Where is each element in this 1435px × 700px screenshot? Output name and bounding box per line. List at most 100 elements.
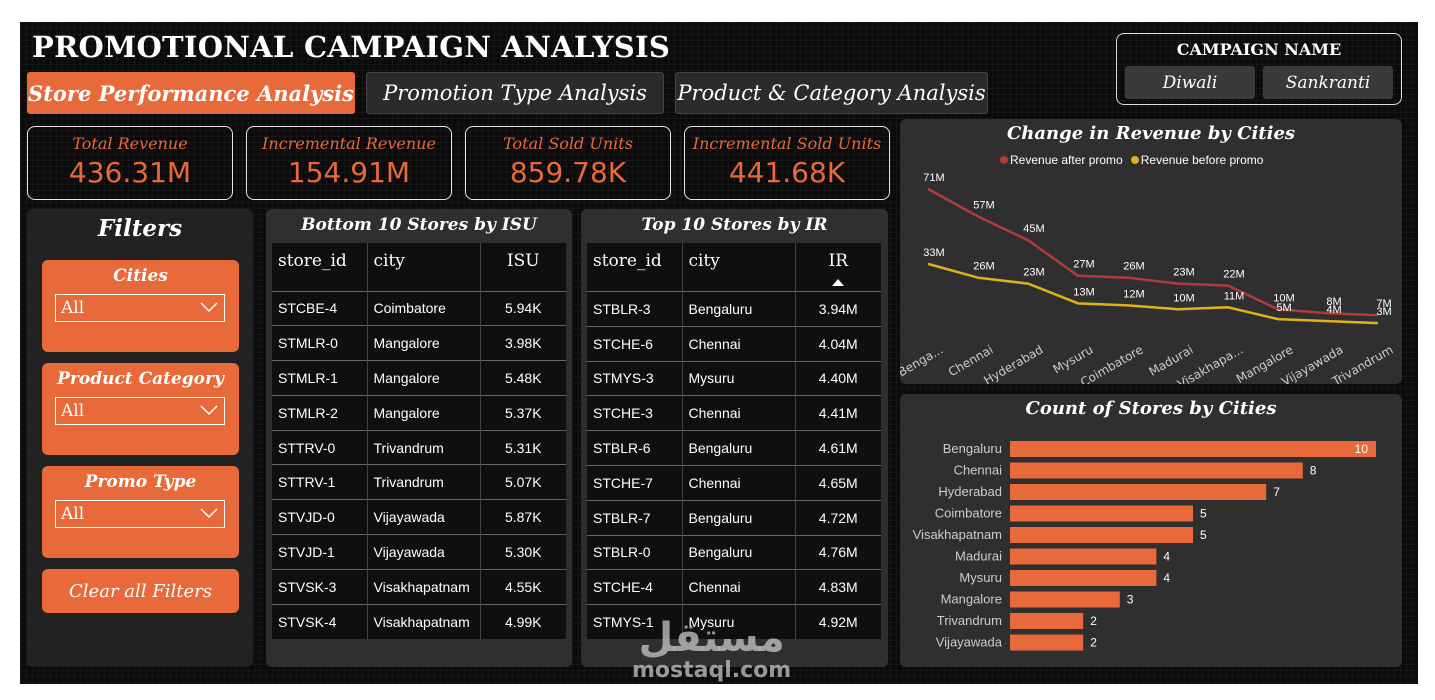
bar [1010,591,1120,608]
store-id-cell: STVJD-1 [272,534,368,570]
table-row[interactable]: STMLR-0 Mangalore 3.98K [272,325,566,361]
table-row[interactable]: STBLR-0 Bengaluru 4.76M [587,534,881,570]
store-id-cell: STTRV-1 [272,464,368,500]
chart-title: Change in Revenue by Cities [1006,123,1296,144]
bar [1010,548,1157,565]
store-id-cell: STTRV-0 [272,429,368,465]
store-id-cell: STBLR-6 [587,430,683,466]
legend-dot-icon [1130,156,1139,164]
column-header-ir[interactable]: IR [795,243,881,292]
table-row[interactable]: STBLR-3 Bengaluru 3.94M [587,291,881,327]
bar-value-label: 10 [1355,442,1369,456]
table-row[interactable]: STCHE-7 Chennai 4.65M [587,464,881,501]
y-tick-label: Bengaluru [943,441,1002,456]
legend-label: Revenue before promo [1140,153,1264,167]
series-line-1 [927,262,1379,325]
x-tick-label: Benga... [900,342,946,379]
kpi-label: Incremental Sold Units [692,134,882,153]
data-label: 5M [1276,302,1291,314]
bar [1010,484,1267,500]
tab-product-category[interactable]: Product & Category Analysis [675,72,988,114]
chart-title: Count of Stores by Cities [1025,398,1277,419]
store-id-cell: STCHE-3 [587,395,683,431]
column-header[interactable]: store_id [587,243,683,292]
table-row[interactable]: STCBE-4 Coimbatore 5.94K [272,290,566,326]
column-header[interactable]: city [367,243,481,291]
data-label: 4M [1326,304,1341,316]
bar [1010,441,1376,457]
kpi-label: Total Sold Units [503,134,633,153]
store-id-cell: STCHE-4 [587,569,683,605]
campaign-option-sankranti[interactable]: Sankranti [1263,66,1393,99]
table-row[interactable]: STBLR-7 Bengaluru 4.72M [587,499,881,536]
filters-title: Filters [97,215,183,242]
kpi-total-sold-units: Total Sold Units 859.78K [465,126,671,200]
y-tick-label: Chennai [954,463,1003,478]
table-row[interactable]: STCHE-3 Chennai 4.41M [587,395,881,431]
city-cell: Chennai [682,395,796,431]
table-row[interactable]: STMLR-2 Mangalore 5.37K [272,394,566,431]
table-row[interactable]: STTRV-1 Trivandrum 5.07K [272,464,566,500]
column-header[interactable]: city [682,243,796,292]
y-tick-label: Mysuru [959,570,1002,585]
value-cell: 5.94K [480,290,566,326]
table-row[interactable]: STVSK-3 Visakhapatnam 4.55K [272,568,566,605]
legend-dot-icon [1000,156,1008,164]
data-label: 57M [973,200,994,212]
table-row[interactable]: STVSK-4 Visakhapatnam 4.99K [272,603,566,639]
filters-panel: Filters Cities All Product Category All … [27,209,253,667]
table-row[interactable]: STMLR-1 Mangalore 5.48K [272,360,566,396]
kpi-total-revenue: Total Revenue 436.31M [27,126,233,200]
y-tick-label: Vijayawada [936,635,1003,650]
table-row[interactable]: STCHE-6 Chennai 4.04M [587,325,881,362]
table-row[interactable]: STBLR-6 Bengaluru 4.61M [587,430,881,466]
city-cell: Coimbatore [367,290,481,326]
campaign-option-diwali[interactable]: Diwali [1125,66,1255,99]
city-cell: Visakhapatnam [367,603,481,639]
column-header[interactable]: ISU [506,251,540,271]
store-id-cell: STCHE-7 [587,464,683,501]
clear-filters-button[interactable]: Clear all Filters [42,569,239,613]
filter-label: Cities [113,266,168,286]
legend-item-after[interactable]: Revenue after promo [1000,153,1123,167]
table-row[interactable]: STTRV-0 Trivandrum 5.31K [272,429,566,465]
campaign-label: CAMPAIGN NAME [1176,40,1342,59]
legend-item-before[interactable]: Revenue before promo [1130,153,1264,167]
y-tick-label: Hyderabad [938,484,1002,499]
watermark-arabic: مستقل [638,615,785,661]
cities-dropdown[interactable]: All [55,294,225,322]
value-cell: 3.98K [480,325,566,361]
chevron-down-icon [200,302,218,313]
bottom-stores-table: store_id city ISU STCBE-4 Coimbatore 5.94K… [272,243,566,639]
table-row[interactable]: STMYS-3 Mysuru 4.40M [587,360,881,396]
store-id-cell: STBLR-7 [587,499,683,536]
city-cell: Chennai [682,325,796,362]
kpi-label: Total Revenue [72,134,188,153]
bar-value-label: 5 [1200,528,1207,542]
table-row[interactable]: STCHE-4 Chennai 4.83M [587,569,881,605]
value-cell: 3.94M [795,291,881,327]
column-header[interactable]: store_id [272,243,368,291]
product-category-dropdown[interactable]: All [55,397,225,425]
kpi-value: 436.31M [68,156,192,189]
legend-label: Revenue after promo [1010,153,1123,167]
table-row[interactable]: STMYS-1 Mysuru 4.92M [587,604,881,640]
table-row[interactable]: STVJD-1 Vijayawada 5.30K [272,534,566,570]
table-row[interactable]: STVJD-0 Vijayawada 5.87K [272,499,566,535]
tab-promotion-type[interactable]: Promotion Type Analysis [366,72,664,114]
kpi-incremental-sold-units: Incremental Sold Units 441.68K [684,126,890,200]
data-label: 23M [1173,267,1194,279]
value-cell: 4.04M [795,325,881,362]
city-cell: Vijayawada [367,534,481,570]
store-id-cell: STMLR-2 [272,394,368,431]
data-label: 11M [1224,290,1245,302]
city-cell: Mysuru [682,604,796,640]
value-cell: 4.92M [795,604,881,640]
data-label: 13M [1073,286,1094,298]
top-stores-title: Top 10 Stores by IR [641,215,828,235]
promo-type-dropdown[interactable]: All [55,500,225,528]
value-cell: 5.37K [480,394,566,431]
city-cell: Mysuru [682,360,796,396]
data-label: 27M [1073,259,1094,271]
tab-store-performance[interactable]: Store Performance Analysis [27,72,355,114]
